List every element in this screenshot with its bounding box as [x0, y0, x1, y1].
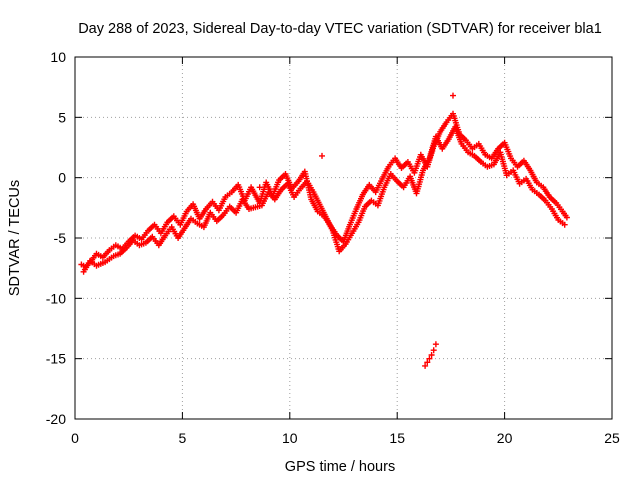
- data-point: [450, 92, 456, 99]
- chart-title: Day 288 of 2023, Sidereal Day-to-day VTE…: [78, 21, 602, 37]
- x-tick-label: 15: [389, 430, 405, 446]
- y-tick-label: -10: [46, 290, 66, 306]
- x-tick-label: 20: [497, 430, 513, 446]
- data-point: [319, 152, 325, 159]
- y-tick-label: 5: [58, 109, 66, 125]
- y-tick-label: -5: [54, 230, 67, 246]
- data-point: [426, 355, 433, 362]
- x-tick-label: 10: [282, 430, 298, 446]
- y-tick-label: -15: [46, 351, 66, 367]
- data-point: [424, 359, 431, 366]
- data-point: [428, 352, 435, 358]
- x-tick-label: 5: [179, 430, 187, 446]
- y-tick-label: 10: [50, 49, 66, 65]
- y-tick-label: -20: [46, 411, 66, 427]
- data-point: [256, 184, 263, 191]
- data-point: [563, 214, 570, 221]
- x-axis-label: GPS time / hours: [285, 459, 395, 475]
- y-axis-label: SDTVAR / TECUs: [7, 180, 23, 296]
- y-tick-label: 0: [58, 170, 66, 186]
- data-point: [561, 221, 568, 228]
- data-point: [432, 341, 439, 348]
- data-point: [430, 347, 437, 354]
- x-tick-label: 25: [604, 430, 620, 446]
- x-tick-label: 0: [71, 430, 79, 446]
- tick-labels: 0 5 10 15 20 25 -20 -15 -10 -5 0 5 10: [46, 49, 620, 446]
- data-points: [78, 92, 570, 369]
- axis-ticks: [74, 56, 613, 420]
- data-point: [422, 362, 429, 369]
